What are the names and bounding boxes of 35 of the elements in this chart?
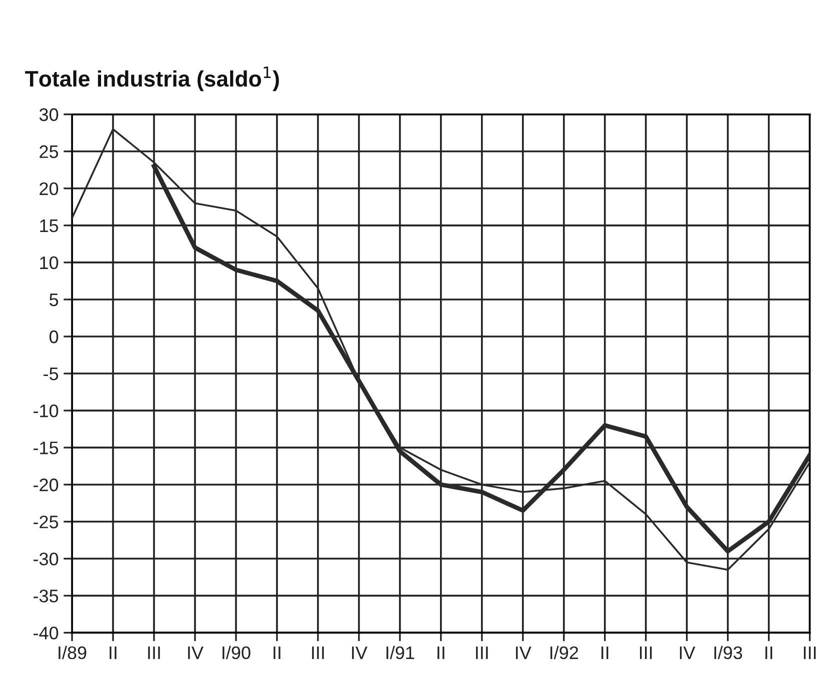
x-tick-label: II <box>274 646 280 659</box>
x-tick-label: I/92 <box>550 646 578 660</box>
x-tick-label: III <box>148 646 160 659</box>
y-tick-label: 15 <box>40 220 58 232</box>
y-tick-label: -20 <box>34 478 58 492</box>
x-tick-label: I/90 <box>222 646 250 660</box>
y-tick-label: -10 <box>34 404 58 418</box>
y-tick-label: -15 <box>34 442 58 454</box>
chart-title: Totale industria (saldo$^{1}$) <box>25 66 279 92</box>
x-tick-label: I/91 <box>386 646 414 660</box>
y-tick-label: -35 <box>34 590 58 602</box>
x-tick-label: II <box>438 646 444 659</box>
y-tick-label: 5 <box>50 294 58 306</box>
x-tick-label: IV <box>352 646 368 659</box>
y-tick-label: -30 <box>34 552 58 566</box>
x-tick-label: III <box>640 646 652 659</box>
x-tick-label: III <box>476 646 488 659</box>
y-tick-label: 10 <box>40 256 58 270</box>
y-tick-label: 25 <box>40 145 58 158</box>
y-tick-label: 20 <box>40 182 58 196</box>
x-tick-label: II <box>110 646 116 659</box>
x-tick-label: III <box>312 646 324 659</box>
y-tick-label: 30 <box>39 108 58 122</box>
x-tick-label: I/89 <box>58 646 86 660</box>
y-tick-label: -40 <box>34 626 58 640</box>
x-tick-label: IV <box>516 646 532 659</box>
x-tick-label: IV <box>680 646 696 659</box>
x-tick-label: III <box>804 646 816 659</box>
y-tick-label: -25 <box>34 516 58 528</box>
y-tick-label: 0 <box>50 330 58 344</box>
x-tick-label: II <box>765 646 772 659</box>
x-tick-label: IV <box>188 646 204 659</box>
y-tick-label: -5 <box>44 368 58 380</box>
x-tick-label: I/93 <box>714 646 742 660</box>
x-tick-label: II <box>602 646 608 659</box>
